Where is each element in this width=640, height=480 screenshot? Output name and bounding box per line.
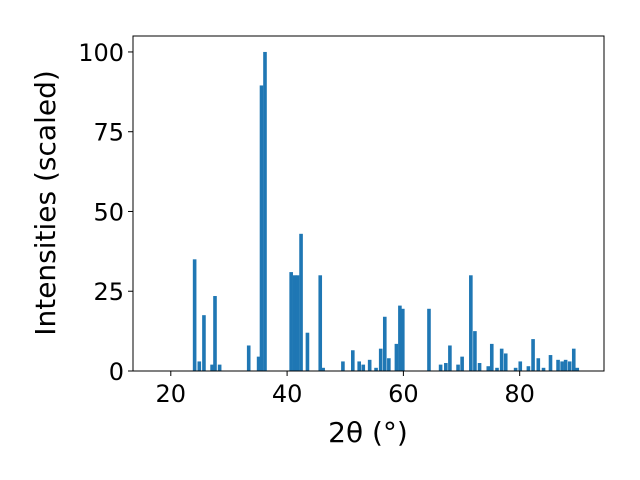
y-axis-label: Intensities (scaled): [29, 70, 62, 336]
bar: [382, 316, 387, 371]
x-tick-label: 40: [272, 380, 303, 408]
bar: [575, 367, 580, 371]
bar: [401, 308, 405, 371]
bar: [526, 366, 531, 371]
bar: [357, 361, 361, 371]
x-tick-label: 80: [504, 380, 535, 408]
bar: [518, 361, 523, 371]
bar: [567, 361, 572, 371]
bar: [256, 356, 261, 371]
bar: [292, 275, 297, 371]
bar: [486, 366, 491, 371]
bar: [321, 367, 325, 371]
x-tick-label: 60: [388, 380, 419, 408]
bar: [295, 275, 300, 371]
bar: [495, 367, 499, 371]
bar: [536, 358, 541, 371]
bar: [378, 348, 383, 371]
bar: [456, 364, 460, 371]
bar: [499, 348, 504, 371]
bar: [259, 85, 264, 371]
bar: [217, 364, 222, 371]
bar: [571, 348, 576, 371]
bar: [361, 364, 366, 371]
bar: [318, 275, 323, 371]
bar: [374, 367, 378, 371]
bar: [556, 359, 560, 371]
bar: [341, 361, 345, 371]
bar: [305, 332, 310, 371]
bar: [560, 361, 564, 371]
bar: [489, 343, 494, 371]
x-tick-label: 20: [156, 380, 187, 408]
bar: [263, 51, 267, 371]
bar: [289, 272, 293, 371]
x-axis-ticks: 20 40 60 80: [156, 371, 535, 408]
bar: [246, 345, 251, 371]
bar: [438, 364, 443, 371]
bar: [548, 355, 553, 371]
x-axis-label: 2θ (°): [328, 416, 408, 449]
bar: [398, 305, 402, 371]
bar: [213, 296, 217, 371]
bar: [387, 358, 391, 371]
bar: [202, 315, 206, 371]
bar: [460, 356, 464, 371]
bar: [448, 345, 452, 371]
bar: [299, 233, 303, 371]
bar: [351, 350, 355, 371]
bar: [469, 275, 473, 371]
bar: [427, 308, 431, 371]
bar: [513, 367, 518, 371]
plot-frame: [132, 35, 605, 372]
y-tick-label: 50: [93, 198, 124, 226]
bar: [531, 339, 535, 371]
bar: [477, 363, 482, 371]
bar: [367, 359, 372, 371]
y-tick-label: 100: [78, 39, 124, 67]
bar: [473, 331, 477, 371]
y-tick-label: 0: [109, 358, 124, 386]
y-tick-label: 75: [93, 119, 124, 147]
bar-series: [192, 51, 580, 371]
bar: [394, 343, 399, 371]
bar: [563, 359, 568, 371]
bar: [192, 259, 197, 371]
y-axis-ticks: 0 25 50 75 100: [78, 39, 133, 386]
bar: [503, 353, 508, 371]
bar: [541, 367, 546, 371]
bar: [197, 361, 202, 371]
bar: [444, 363, 448, 371]
bar: [210, 364, 214, 371]
y-tick-label: 25: [93, 278, 124, 306]
